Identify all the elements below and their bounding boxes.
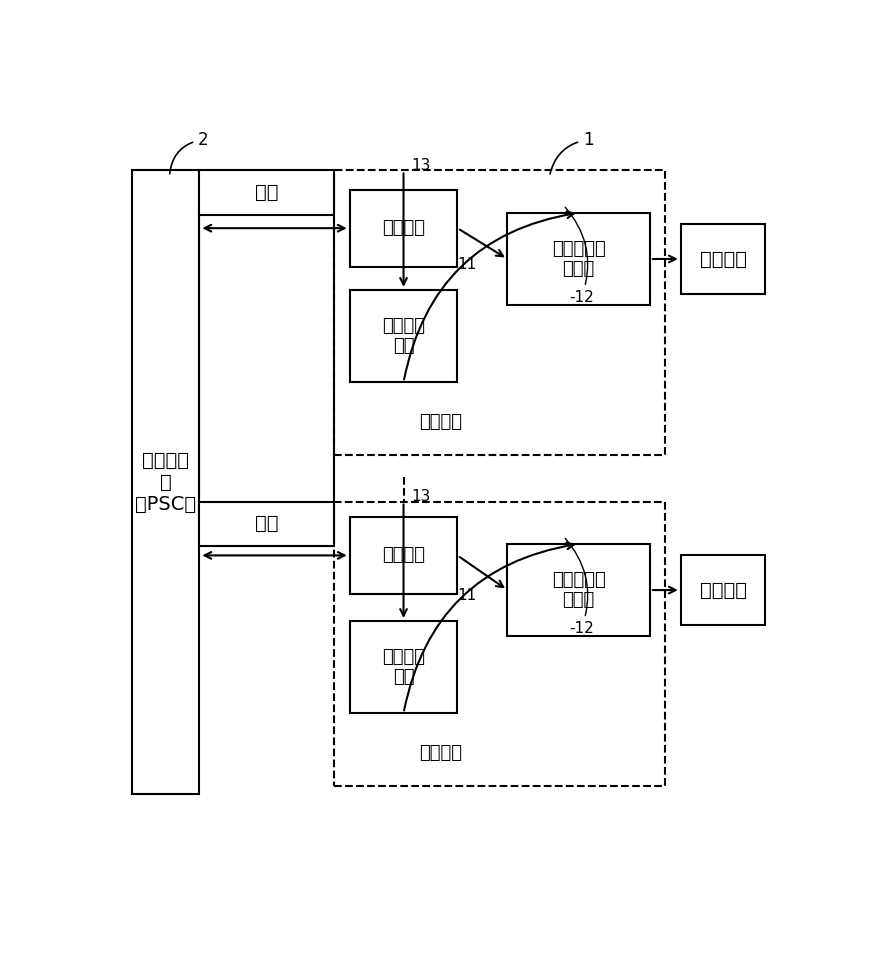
Text: 驱动输出控
制模块: 驱动输出控 制模块 [551,571,605,610]
Bar [349,189,457,267]
Text: 硬线监测
模块: 硬线监测 模块 [381,648,425,686]
Text: 13: 13 [411,488,430,504]
Bar [507,544,649,636]
Text: 11: 11 [457,588,476,603]
Bar [334,501,665,787]
Bar [349,517,457,594]
Text: 硬线: 硬线 [255,184,278,202]
Text: 中央控制
盘
（PSC）: 中央控制 盘 （PSC） [135,451,196,514]
Text: -12: -12 [565,207,594,305]
Bar [680,555,765,624]
Text: 11: 11 [457,257,476,272]
Bar [334,171,665,455]
Text: 2: 2 [169,131,209,174]
Bar [199,501,334,546]
Bar [349,620,457,714]
Bar [199,171,334,216]
Bar [131,171,199,794]
Text: 驱动输出控
制模块: 驱动输出控 制模块 [551,240,605,279]
Text: 门控单元: 门控单元 [419,413,461,431]
Text: 13: 13 [411,157,430,173]
Bar [507,213,649,305]
Text: -12: -12 [565,538,594,636]
Text: 驱动模块: 驱动模块 [381,547,425,564]
Text: 门控单元: 门控单元 [419,744,461,762]
Bar [680,224,765,293]
Text: 硬线监测
模块: 硬线监测 模块 [381,317,425,355]
Text: 1: 1 [549,131,593,174]
Bar [349,289,457,383]
Text: 硬线: 硬线 [255,515,278,533]
Text: 直流电机: 直流电机 [699,250,746,268]
Text: 直流电机: 直流电机 [699,581,746,599]
Text: 驱动模块: 驱动模块 [381,219,425,237]
